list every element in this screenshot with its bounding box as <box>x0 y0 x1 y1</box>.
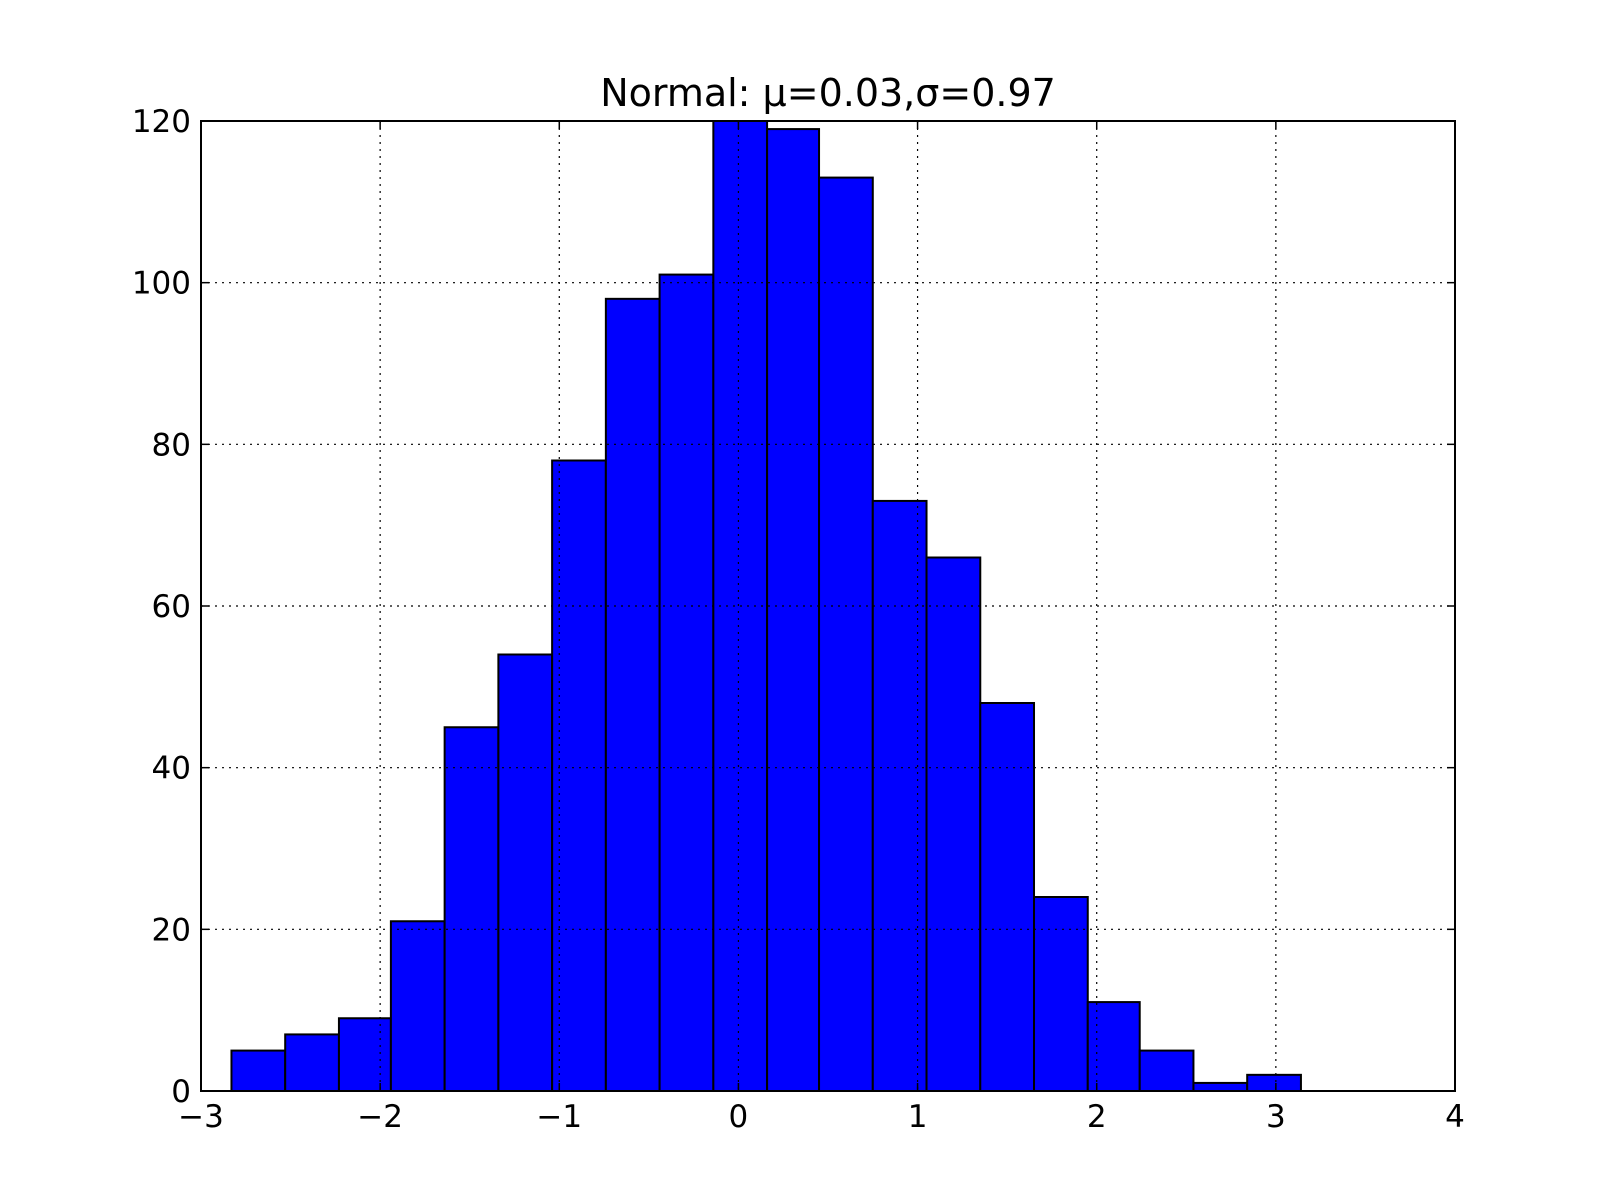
x-tick-label: 4 <box>1445 1099 1465 1135</box>
bar <box>818 176 874 1093</box>
bar <box>1033 896 1089 1092</box>
y-tick-label: 0 <box>171 1074 191 1110</box>
x-tick-label: −2 <box>357 1099 403 1135</box>
bar <box>604 297 661 1093</box>
x-tick-label: 0 <box>729 1099 749 1135</box>
y-tick-label: 40 <box>152 751 191 787</box>
y-tick-label: 80 <box>152 427 191 463</box>
bar <box>925 556 982 1092</box>
bar <box>979 702 1036 1092</box>
y-tick-label: 20 <box>152 912 191 948</box>
bar <box>1192 1081 1249 1092</box>
x-tick-label: −3 <box>178 1099 224 1135</box>
x-tick-label: 3 <box>1266 1099 1286 1135</box>
bar <box>230 1049 287 1093</box>
bar <box>551 459 607 1092</box>
plot-frame <box>200 120 1456 1092</box>
y-tick-label: 60 <box>152 589 191 625</box>
bar <box>1246 1073 1302 1093</box>
bar <box>497 653 554 1092</box>
bar <box>389 920 446 1092</box>
bar <box>871 499 928 1092</box>
y-tick-label: 120 <box>132 104 191 140</box>
bar <box>1138 1049 1195 1093</box>
chart-title: Normal: μ=0.03,σ=0.97 <box>600 71 1056 115</box>
bar <box>658 273 715 1093</box>
bar <box>1086 1001 1141 1092</box>
bar <box>337 1017 392 1092</box>
y-tick-label: 100 <box>132 266 191 302</box>
x-tick-label: −1 <box>536 1099 582 1135</box>
bar <box>284 1033 340 1092</box>
bar <box>766 128 821 1093</box>
x-tick-label: 2 <box>1087 1099 1107 1135</box>
x-tick-label: 1 <box>908 1099 928 1135</box>
bar <box>443 726 500 1092</box>
